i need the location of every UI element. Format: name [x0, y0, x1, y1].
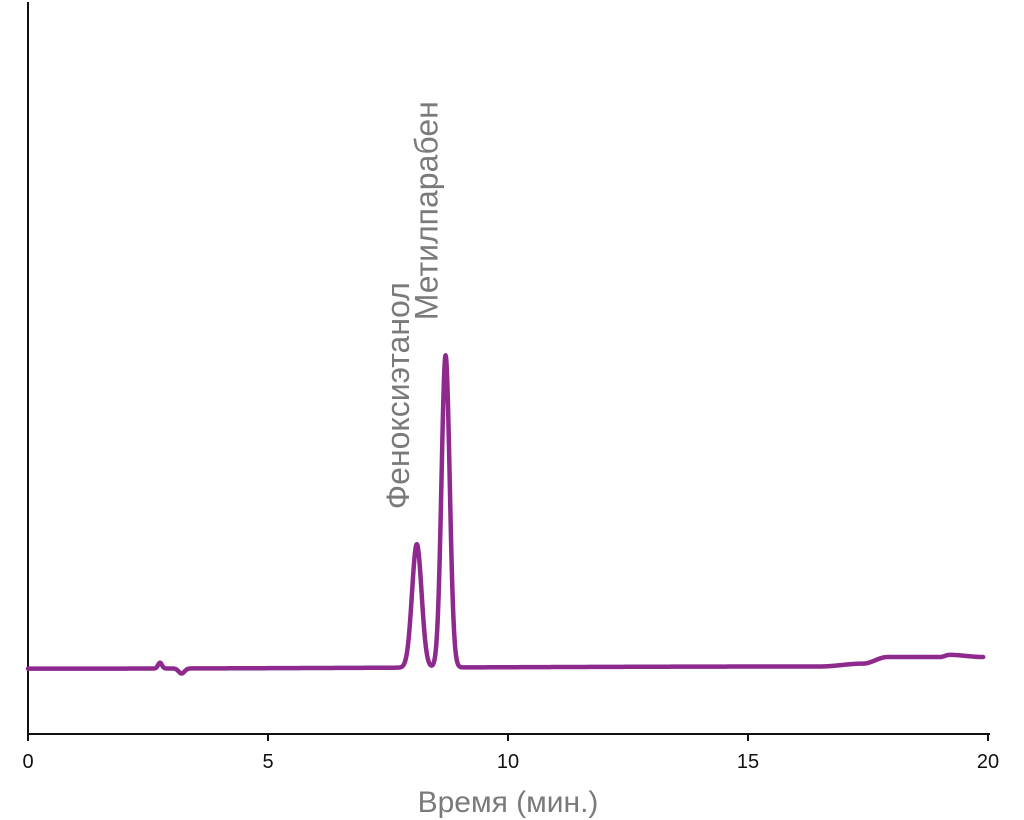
x-tick-label: 15	[737, 751, 759, 773]
x-ticks: 0 5 10 15 20	[22, 734, 999, 773]
x-tick-label: 0	[22, 751, 33, 773]
peak-label: Метилпарабен	[409, 101, 445, 320]
peak-label: Феноксиэтанол	[380, 282, 416, 509]
chromatogram-trace	[25, 353, 986, 676]
x-tick-label: 20	[977, 751, 999, 773]
x-tick-label: 5	[262, 751, 273, 773]
x-tick-label: 10	[497, 751, 519, 773]
x-axis-title: Время (мин.)	[418, 786, 599, 819]
